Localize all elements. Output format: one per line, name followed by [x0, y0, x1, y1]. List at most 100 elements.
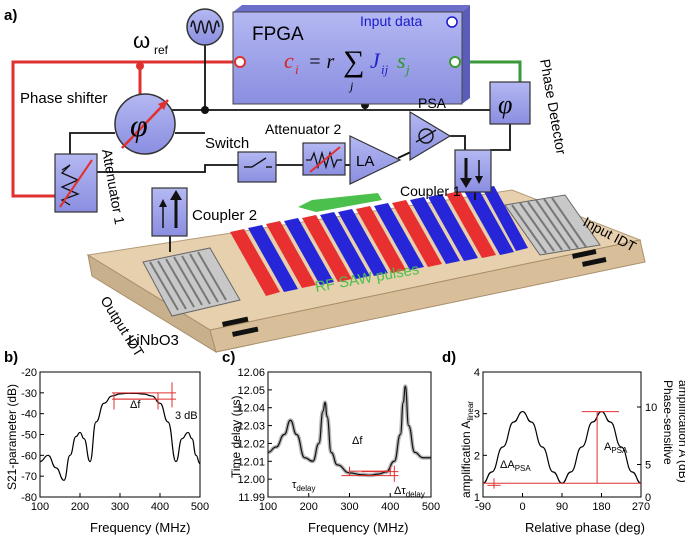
reference-oscillator	[186, 8, 224, 46]
chartD-xtick-label: 0	[519, 501, 525, 513]
saw-direction-arrow	[298, 193, 382, 212]
chartB-ytick-label: -50	[21, 430, 37, 442]
saw-pulses	[230, 186, 528, 296]
chart-b-xlabel: Frequency (MHz)	[90, 520, 190, 535]
switch-label: Switch	[205, 135, 249, 152]
chart-d-y2tick-label: 5	[645, 460, 651, 472]
coupler2-label: Coupler 2	[192, 207, 257, 224]
output-idt	[142, 247, 241, 317]
phase-detector-symbol: φ	[498, 90, 512, 119]
input-idt	[504, 194, 601, 256]
chart-b-df-label: Δf	[130, 399, 141, 411]
chartC-ytick-label: 12.01	[237, 456, 265, 468]
chartB-xtick-label: 200	[71, 501, 89, 513]
chart-c-tau-label: τdelay	[292, 479, 315, 493]
chartD-ytick-label: 4	[474, 367, 480, 379]
chart-c-df-label: Δf	[352, 435, 363, 447]
attenuator2-block	[302, 142, 346, 176]
chartC-xtick-label: 500	[422, 501, 440, 513]
omega-ref-sub: ref	[154, 43, 169, 57]
chartB-ytick-label: -20	[21, 367, 37, 379]
svg-text:j: j	[404, 62, 410, 77]
chart-d: -90 0 90 180 270 1 2 3 4 0 5 10	[474, 367, 657, 513]
phase-detector-label: Phase Detector	[537, 58, 570, 156]
fpga-title: FPGA	[252, 24, 304, 45]
svg-text:s: s	[397, 48, 406, 73]
idt-contacts	[222, 249, 607, 337]
chartB-xtick-label: 300	[111, 501, 129, 513]
fpga-block	[232, 5, 470, 105]
chartD-xtick-label: -90	[475, 501, 491, 513]
la-block	[349, 135, 402, 185]
chartB-frame	[39, 371, 201, 498]
chart-d-dapsa-label: ΔAPSA	[500, 459, 531, 473]
chartC-ytick-label: 12.03	[237, 421, 265, 433]
chartC-ytick-label: 12.06	[237, 367, 265, 379]
psa-label: PSA	[418, 95, 447, 111]
fpga-equation: c i = r ∑ j J ij s j	[284, 45, 410, 93]
chart-c-xlabel: Frequency (MHz)	[308, 520, 408, 535]
chart-d-y2tick-label: 0	[645, 492, 651, 504]
svg-text:i: i	[295, 62, 299, 77]
chartB-ytick-label: -30	[21, 388, 37, 400]
chart-c: 100 200 300 400 500 11.99 12.00 12.01 12.02 12.03…	[237, 367, 440, 513]
chartC-xtick-label: 200	[300, 501, 318, 513]
svg-text:c: c	[284, 48, 294, 73]
chartB-ytick-label: -80	[21, 492, 37, 504]
chartC-ytick-label: 12.02	[237, 438, 265, 450]
attenuator2-label: Attenuator 2	[265, 121, 341, 137]
phase-detector-block	[489, 81, 531, 125]
phase-shifter-label: Phase shifter	[20, 90, 108, 107]
chartC-series-line	[267, 385, 431, 476]
chart-c-dtau-label: Δτdelay	[394, 485, 425, 499]
chart-d-xlabel: Relative phase (deg)	[525, 520, 645, 535]
chartB-xtick-label: 400	[151, 501, 169, 513]
chartD-ytick-label: 2	[474, 450, 480, 462]
chartB-xtick-label: 500	[191, 501, 209, 513]
svg-text:j: j	[348, 79, 354, 93]
chartD-ytick-label: 3	[474, 409, 480, 421]
chartB-xtick-label: 100	[31, 501, 49, 513]
panel-label-c: c)	[222, 349, 235, 366]
chart-d-ylabel-right-1: Phase-sensitive	[661, 380, 675, 465]
coupler2-block	[151, 187, 188, 237]
chartC-ytick-label: 12.00	[237, 474, 265, 486]
coupler1-label: Coupler 1	[400, 183, 461, 199]
omega-ref-label: ω	[133, 28, 150, 53]
phase-shifter-symbol: φ	[130, 107, 148, 143]
chartD-frame	[482, 371, 642, 498]
chartB-ytick-label: -70	[21, 471, 37, 483]
chart-b-ylabel: S21-parameter (dB)	[5, 384, 19, 490]
panel-label-b: b)	[4, 349, 18, 366]
chartC-xtick-label: 400	[381, 501, 399, 513]
chartD-xtick-label: 90	[556, 501, 568, 513]
chartC-xtick-label: 300	[340, 501, 358, 513]
chart-c-ylabel: Time delay (μs)	[229, 396, 243, 478]
chartC-series-noise	[267, 384, 431, 478]
chart-d-apsa-label: APSA	[604, 441, 628, 455]
chartD-ytick-label: 1	[474, 492, 480, 504]
chart-b: 100 200 300 400 500 -80 -70 -60 -50 -40 -30 -20	[21, 367, 209, 513]
chart-d-y2tick-label: 10	[645, 402, 657, 414]
chartB-ytick-label: -40	[21, 409, 37, 421]
svg-text:= r: = r	[308, 51, 334, 73]
chartC-ytick-label: 11.99	[238, 492, 265, 504]
attenuator1-label: Attenuator 1	[99, 148, 128, 226]
substrate-label: LiNbO3	[128, 332, 179, 349]
chart-d-ylabel-right-2: amplification A (dB)	[676, 380, 685, 483]
chart-b-3db-label: 3 dB	[175, 410, 198, 422]
panel-label-a: a)	[4, 7, 17, 24]
chart-d-ylabel-left: amplification Alinear	[459, 401, 475, 498]
psa-block	[409, 110, 452, 162]
chartC-ytick-label: 12.05	[237, 385, 265, 397]
switch-block	[237, 151, 277, 183]
attenuator1-block	[54, 153, 98, 213]
input-data-label: Input data	[360, 13, 422, 29]
panel-label-d: d)	[442, 349, 456, 366]
svg-text:ij: ij	[381, 62, 389, 77]
coupler1-block	[454, 149, 492, 193]
svg-text:∑: ∑	[343, 45, 364, 78]
chartD-xtick-label: 270	[632, 501, 650, 513]
signal-lines	[11, 45, 522, 252]
